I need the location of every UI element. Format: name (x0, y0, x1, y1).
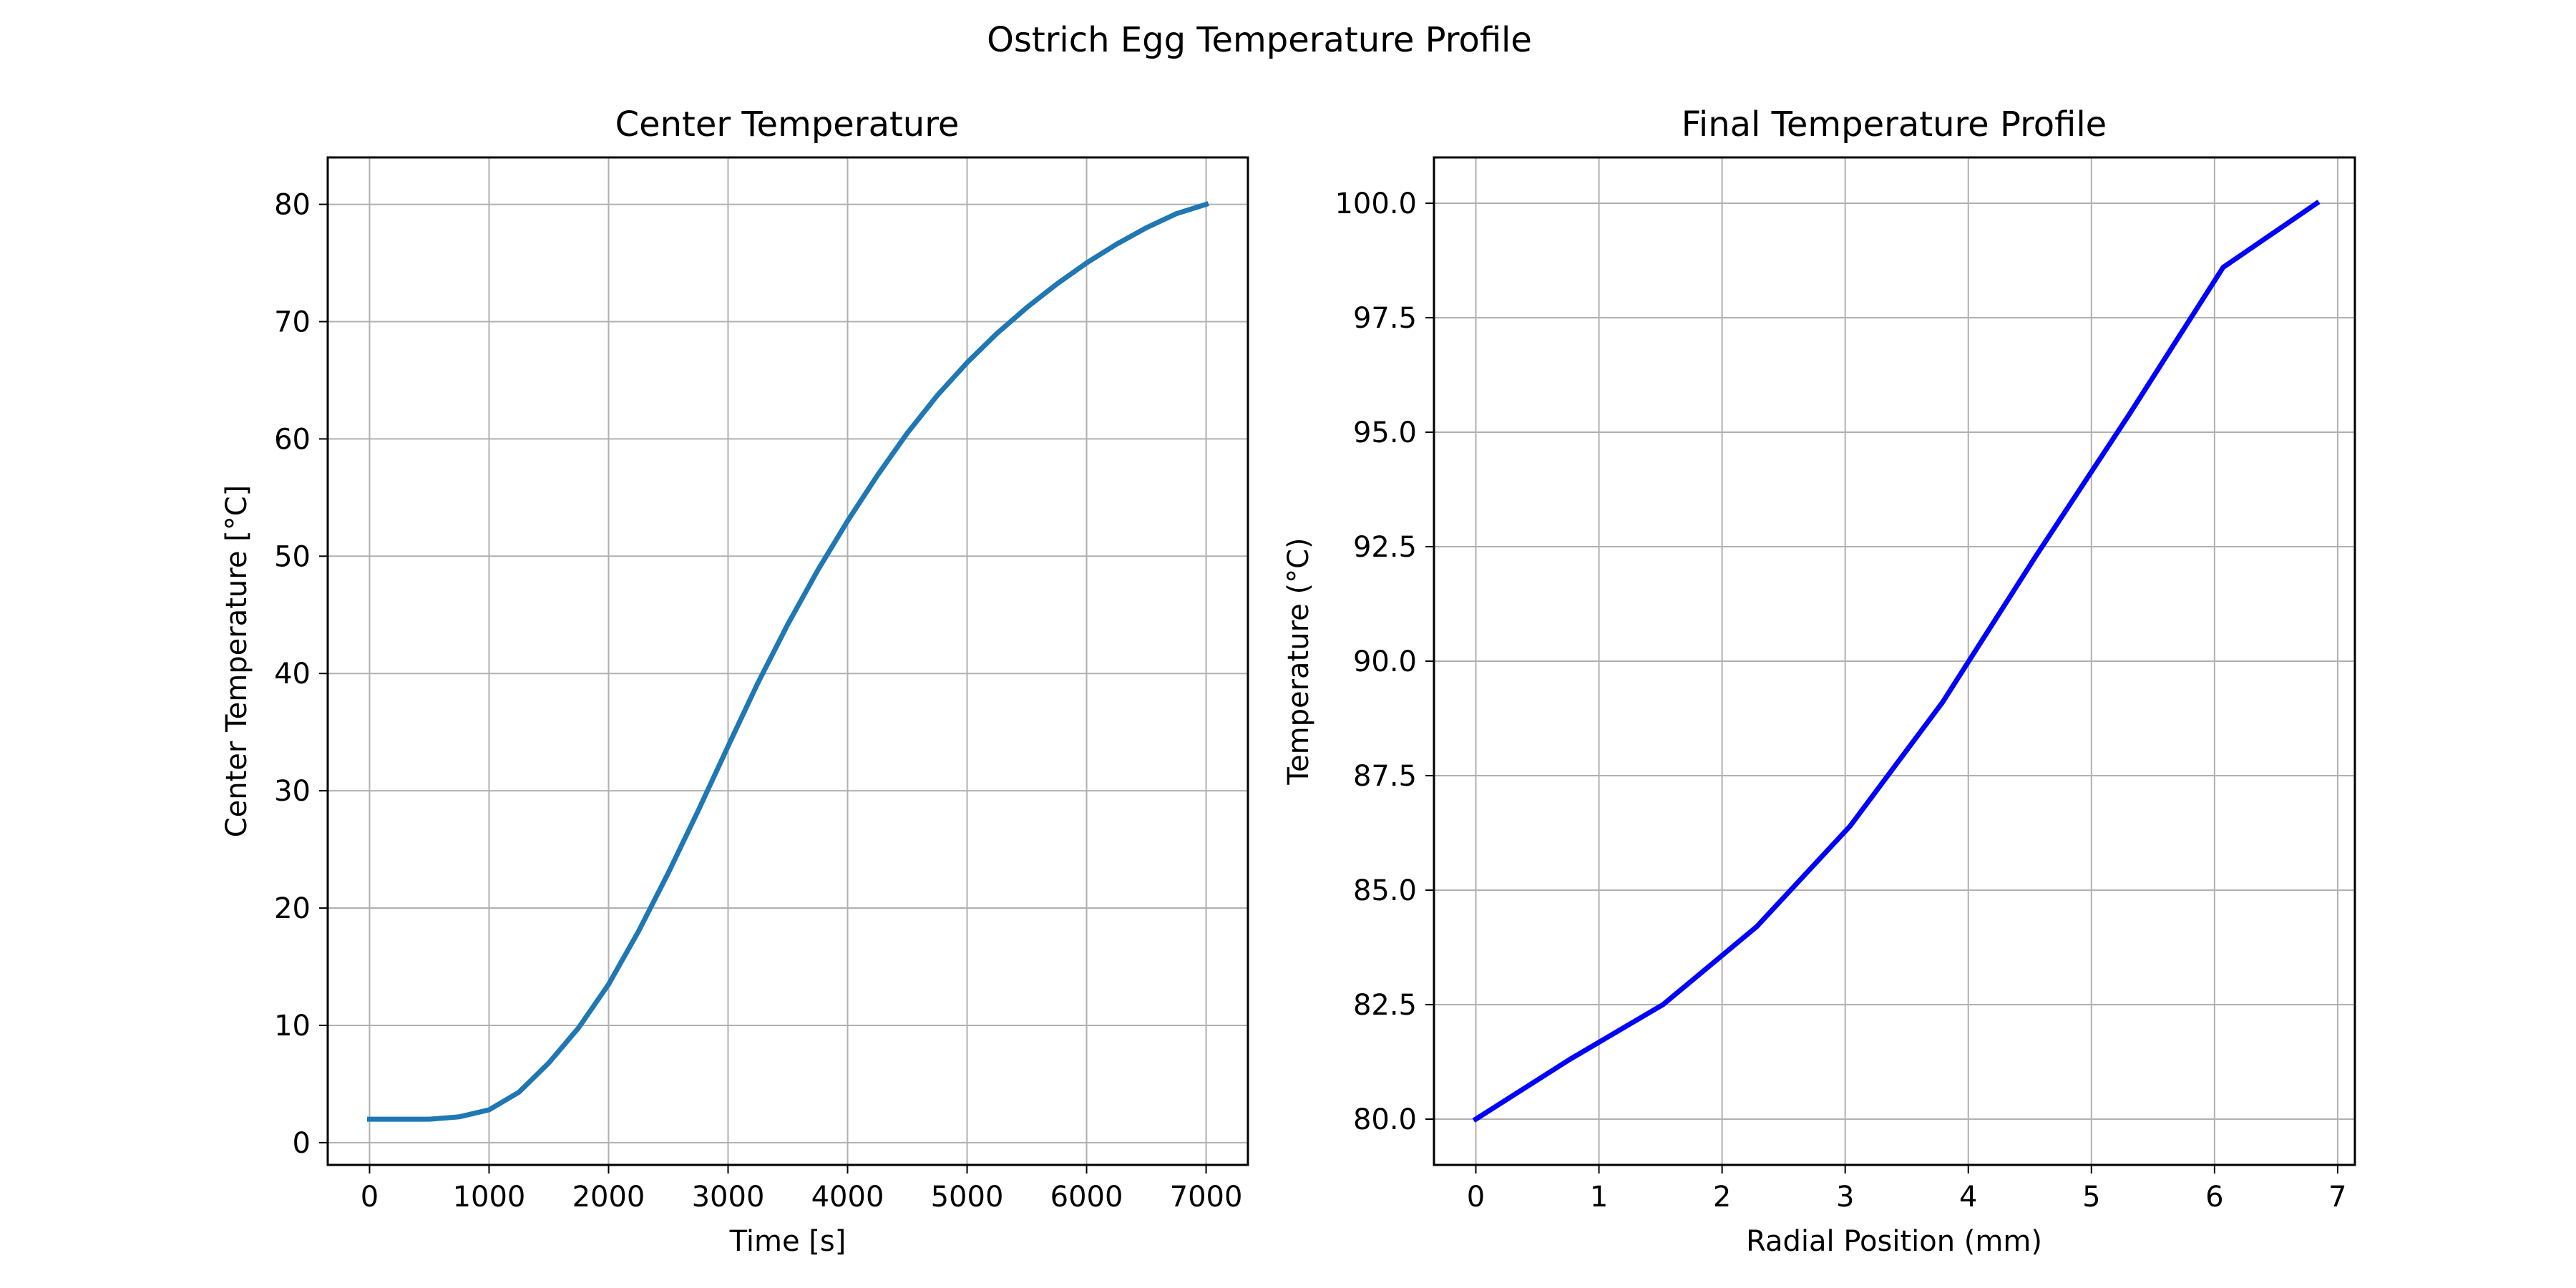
plot-frame (326, 156, 1249, 1166)
y-tick-label: 60 (274, 423, 311, 456)
y-tick-label: 92.5 (1353, 531, 1417, 564)
x-tick-label: 4 (1959, 1181, 1977, 1214)
x-tick-label: 0 (361, 1181, 379, 1214)
x-tick-label: 3000 (692, 1181, 765, 1214)
x-tick-label: 6000 (1050, 1181, 1123, 1214)
x-tick-label: 1 (1590, 1181, 1608, 1214)
series-line (1472, 200, 2321, 1123)
y-tick-label: 90.0 (1353, 645, 1417, 678)
y-tick-label: 87.5 (1353, 760, 1417, 793)
series-line (367, 201, 1209, 1122)
y-tick-label: 30 (274, 775, 311, 808)
y-tick-label: 95.0 (1353, 416, 1417, 449)
y-tick-label: 40 (274, 658, 311, 691)
chart-title: Center Temperature (615, 104, 960, 145)
x-tick-label: 0 (1467, 1181, 1485, 1214)
y-tick-label: 20 (274, 892, 311, 925)
x-ticks: 0 1 2 3 4 5 6 7 (1467, 1165, 2347, 1214)
x-tick-label: 2 (1713, 1181, 1731, 1214)
y-ticks: 80.0 82.5 85.0 87.5 90.0 92.5 95.0 97.5 100.0 (1335, 187, 1434, 1136)
x-tick-label: 2000 (572, 1181, 645, 1214)
y-tick-label: 80 (274, 189, 311, 222)
y-tick-label: 80.0 (1353, 1103, 1417, 1136)
x-axis-label: Radial Position (mm) (1746, 1225, 2042, 1258)
x-tick-label: 7 (2328, 1181, 2346, 1214)
y-tick-label: 0 (293, 1127, 311, 1160)
chart-title: Final Temperature Profile (1682, 104, 2107, 145)
x-tick-label: 7000 (1170, 1181, 1243, 1214)
grid-lines (328, 157, 1248, 1165)
x-tick-label: 5 (2082, 1181, 2100, 1214)
y-tick-label: 82.5 (1353, 989, 1417, 1022)
x-axis-label: Time [s] (729, 1225, 847, 1258)
x-tick-label: 1000 (453, 1181, 526, 1214)
x-tick-label: 3 (1836, 1181, 1854, 1214)
series-lines (367, 201, 1209, 1122)
y-tick-label: 10 (274, 1010, 311, 1043)
y-tick-label: 50 (274, 540, 311, 573)
figure-suptitle: Ostrich Egg Temperature Profile (987, 20, 1532, 60)
series-lines (1472, 200, 2321, 1123)
x-tick-label: 6 (2205, 1181, 2223, 1214)
y-tick-label: 97.5 (1353, 302, 1417, 335)
y-tick-label: 85.0 (1353, 874, 1417, 907)
grid-lines (1434, 157, 2355, 1165)
y-axis-label: Temperature (°C) (1282, 537, 1315, 785)
x-tick-label: 4000 (811, 1181, 884, 1214)
x-tick-label: 5000 (931, 1181, 1004, 1214)
y-axis-label: Center Temperature [°C] (220, 485, 253, 838)
y-tick-label: 100.0 (1335, 187, 1417, 220)
chart-center-temperature: Center Temperature 0 1000 2000 3000 4000 5000… (220, 104, 1249, 1258)
y-tick-label: 70 (274, 306, 311, 338)
y-ticks: 0 10 20 30 40 50 60 70 80 (274, 189, 328, 1160)
x-ticks: 0 1000 2000 3000 4000 5000 6000 7000 (361, 1165, 1243, 1214)
